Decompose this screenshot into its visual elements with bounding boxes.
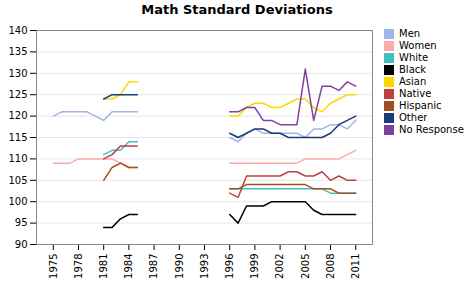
svg-text:140: 140 xyxy=(8,25,27,36)
svg-text:1975: 1975 xyxy=(48,254,59,279)
svg-text:2005: 2005 xyxy=(300,254,311,279)
svg-text:2002: 2002 xyxy=(274,254,285,279)
svg-text:110: 110 xyxy=(8,153,27,164)
svg-text:2008: 2008 xyxy=(325,254,336,279)
svg-text:130: 130 xyxy=(8,68,27,79)
svg-text:2011: 2011 xyxy=(350,254,361,279)
svg-text:1996: 1996 xyxy=(224,254,235,279)
svg-text:1984: 1984 xyxy=(123,254,134,279)
svg-text:105: 105 xyxy=(8,175,27,186)
html-text:Math Standard Deviations: Math Standard Deviations xyxy=(141,2,333,17)
html-text:Men: Men xyxy=(399,28,421,39)
html-text:No Response: No Response xyxy=(399,124,464,135)
html-text:Hispanic: Hispanic xyxy=(399,100,442,111)
html-text:Women: Women xyxy=(399,40,437,51)
html-text:Asian: Asian xyxy=(399,76,427,87)
svg-text:135: 135 xyxy=(8,46,27,57)
html-text:Other: Other xyxy=(399,112,428,123)
svg-text:115: 115 xyxy=(8,132,27,143)
svg-text:1990: 1990 xyxy=(174,254,185,279)
html-text:Black: Black xyxy=(399,64,427,75)
svg-text:125: 125 xyxy=(8,89,27,100)
svg-text:95: 95 xyxy=(15,217,28,228)
svg-text:100: 100 xyxy=(8,196,27,207)
svg-text:1987: 1987 xyxy=(148,254,159,279)
html-text:White: White xyxy=(399,52,429,63)
svg-text:120: 120 xyxy=(8,110,27,121)
svg-text:1978: 1978 xyxy=(73,254,84,279)
svg-text:1993: 1993 xyxy=(199,254,210,279)
svg-text:1999: 1999 xyxy=(249,254,260,279)
svg-text:1981: 1981 xyxy=(98,254,109,279)
svg-text:90: 90 xyxy=(15,239,28,250)
html-text:Native: Native xyxy=(399,88,432,99)
